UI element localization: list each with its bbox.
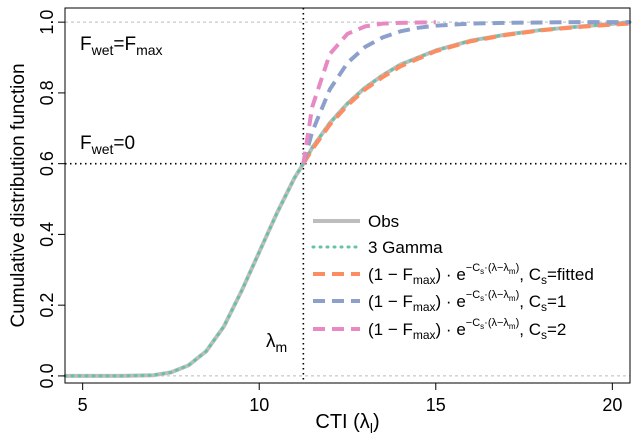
series-line-3 <box>301 20 630 165</box>
x-tick-label-3: 20 <box>602 395 622 415</box>
series-line-4 <box>301 20 436 164</box>
legend-label-3: (1 − Fmax) · e−Cs·(λ−λm), Cs=1 <box>368 289 566 314</box>
y-tick-label-5: 1.0 <box>37 10 57 35</box>
plot-area <box>63 8 632 383</box>
x-axis-label: CTI (λl) <box>315 411 379 436</box>
y-tick-label-3: 0.6 <box>37 151 57 176</box>
fwet-zero-annotation: Fwet=0 <box>80 133 135 157</box>
y-tick-label-1: 0.2 <box>37 293 57 318</box>
y-tick-label-0: 0.0 <box>37 363 57 388</box>
x-tick-label-1: 10 <box>249 395 269 415</box>
y-axis-label: Cumulative distribution function <box>8 63 29 327</box>
x-tick-label-2: 15 <box>426 395 446 415</box>
legend-label-2: (1 − Fmax) · e−Cs·(λ−λm), Cs=fitted <box>368 262 594 287</box>
series-line-1 <box>63 20 632 378</box>
legend-entry-3: (1 − Fmax) · e−Cs·(λ−λm), Cs=1 <box>313 289 566 314</box>
plot-frame <box>64 7 631 384</box>
legend-label-1: 3 Gamma <box>368 238 443 257</box>
series-line-2 <box>301 21 631 165</box>
legend-label-4: (1 − Fmax) · e−Cs·(λ−λm), Cs=2 <box>368 317 566 342</box>
legend-entry-1: 3 Gamma <box>311 238 443 257</box>
fwet-fmax-annotation: Fwet=Fmax <box>80 34 163 58</box>
x-tick-label-0: 5 <box>78 395 88 415</box>
axes: 5 10 15 20 0.0 0.2 0.4 0.6 0.8 1.0 CTI (λl) Cumulat… <box>8 7 631 436</box>
legend-entry-0: Obs <box>313 212 399 231</box>
legend-label-0: Obs <box>368 212 399 231</box>
legend-entry-4: (1 − Fmax) · e−Cs·(λ−λm), Cs=2 <box>313 317 566 342</box>
y-tick-label-2: 0.4 <box>37 222 57 247</box>
annotations: Fwet=Fmax Fwet=0 λm <box>80 34 287 355</box>
legend: Obs 3 Gamma (1 − Fmax) · e−Cs·(λ−λm), Cs=f… <box>311 212 594 342</box>
series-line-0 <box>65 20 631 378</box>
y-tick-label-4: 0.8 <box>37 80 57 105</box>
lambda-m-annotation: λm <box>266 331 287 355</box>
legend-entry-2: (1 − Fmax) · e−Cs·(λ−λm), Cs=fitted <box>313 262 594 287</box>
